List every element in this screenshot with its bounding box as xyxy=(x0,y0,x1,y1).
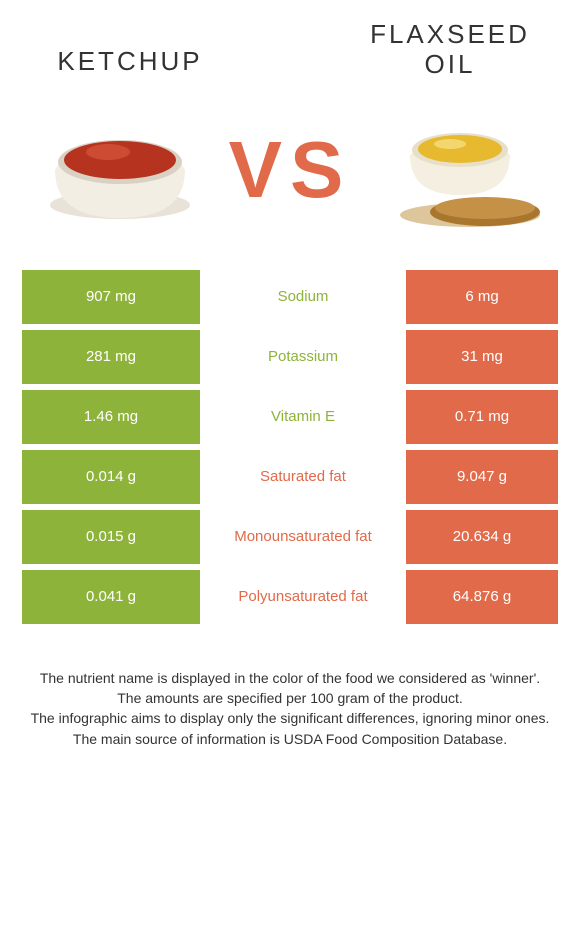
food-title-right: Flaxseed oil xyxy=(360,20,540,80)
right-value: 0.71 mg xyxy=(406,390,558,444)
footer-line: The nutrient name is displayed in the co… xyxy=(18,668,562,688)
nutrient-name: Potassium xyxy=(200,330,406,384)
right-value: 9.047 g xyxy=(406,450,558,504)
footer-line: The main source of information is USDA F… xyxy=(18,729,562,749)
table-row: 281 mgPotassium31 mg xyxy=(22,330,558,384)
left-value: 0.014 g xyxy=(22,450,200,504)
nutrient-name: Saturated fat xyxy=(200,450,406,504)
footer-line: The amounts are specified per 100 gram o… xyxy=(18,688,562,708)
vs-label: VS xyxy=(229,130,352,210)
right-value: 64.876 g xyxy=(406,570,558,624)
images-row: VS xyxy=(0,90,580,270)
flaxseed-image xyxy=(370,100,550,240)
table-row: 0.015 gMonounsaturated fat20.634 g xyxy=(22,510,558,564)
right-value: 31 mg xyxy=(406,330,558,384)
right-value: 6 mg xyxy=(406,270,558,324)
left-value: 1.46 mg xyxy=(22,390,200,444)
table-row: 1.46 mgVitamin E0.71 mg xyxy=(22,390,558,444)
right-value: 20.634 g xyxy=(406,510,558,564)
nutrient-name: Monounsaturated fat xyxy=(200,510,406,564)
left-value: 0.015 g xyxy=(22,510,200,564)
footer-notes: The nutrient name is displayed in the co… xyxy=(0,668,580,749)
food-title-left: Ketchup xyxy=(40,46,220,77)
nutrient-name: Sodium xyxy=(200,270,406,324)
ketchup-image xyxy=(30,100,210,240)
left-value: 281 mg xyxy=(22,330,200,384)
left-value: 907 mg xyxy=(22,270,200,324)
nutrient-name: Vitamin E xyxy=(200,390,406,444)
footer-line: The infographic aims to display only the… xyxy=(18,708,562,728)
nutrient-name: Polyunsaturated fat xyxy=(200,570,406,624)
table-row: 907 mgSodium6 mg xyxy=(22,270,558,324)
table-row: 0.014 gSaturated fat9.047 g xyxy=(22,450,558,504)
header: Ketchup Flaxseed oil xyxy=(0,0,580,90)
table-row: 0.041 gPolyunsaturated fat64.876 g xyxy=(22,570,558,624)
comparison-table: 907 mgSodium6 mg 281 mgPotassium31 mg 1.46… xyxy=(22,270,558,624)
left-value: 0.041 g xyxy=(22,570,200,624)
